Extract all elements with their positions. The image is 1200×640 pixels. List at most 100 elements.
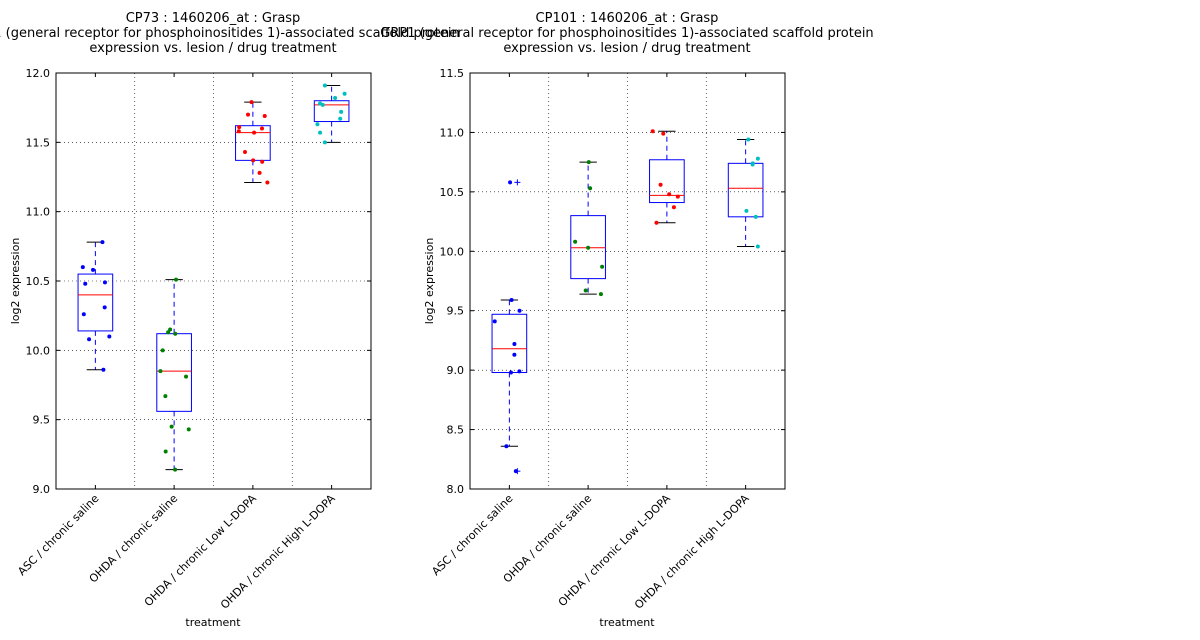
data-point — [755, 156, 760, 161]
data-point — [753, 214, 758, 219]
data-point — [504, 444, 509, 449]
data-point — [588, 186, 593, 191]
data-point — [667, 192, 672, 197]
data-point — [512, 352, 517, 357]
data-point — [675, 194, 680, 199]
data-point — [163, 449, 168, 454]
data-point — [81, 312, 86, 317]
data-point — [750, 162, 755, 167]
y-tick-label: 10.5 — [440, 186, 465, 199]
data-point — [102, 280, 107, 285]
data-point — [186, 427, 191, 432]
y-axis-label: log2 expression — [9, 238, 22, 325]
data-point — [169, 424, 174, 429]
data-point — [315, 122, 320, 127]
data-point — [744, 208, 749, 213]
data-point — [91, 267, 96, 272]
data-point — [265, 180, 270, 185]
y-tick-label: 8.0 — [447, 483, 465, 496]
y-tick-label: 9.0 — [447, 364, 465, 377]
data-point — [242, 150, 247, 155]
box-iqr — [77, 273, 114, 332]
y-tick-label: 11.5 — [26, 136, 51, 149]
data-point — [600, 264, 605, 269]
data-point — [333, 95, 338, 100]
y-tick-label: 10.0 — [440, 245, 465, 258]
data-point — [260, 159, 265, 164]
data-point — [755, 244, 760, 249]
x-axis-label: treatment — [185, 616, 241, 629]
x-axis-label: treatment — [599, 616, 655, 629]
data-point — [173, 467, 178, 472]
data-point — [517, 369, 522, 374]
box-iqr — [727, 162, 764, 218]
data-point — [508, 180, 513, 185]
y-tick-label: 9.5 — [33, 414, 51, 427]
data-point — [320, 102, 325, 107]
data-point — [318, 130, 323, 135]
chart-title-line-3: expression vs. lesion / drug treatment — [503, 41, 750, 56]
data-point — [246, 112, 251, 117]
data-point — [107, 334, 112, 339]
data-point — [184, 374, 189, 379]
data-point — [513, 469, 518, 474]
data-point — [512, 341, 517, 346]
data-point — [509, 298, 514, 303]
data-point — [174, 277, 179, 282]
data-point — [586, 245, 591, 250]
y-tick-label: 10.0 — [26, 344, 51, 357]
y-tick-label: 9.5 — [447, 305, 465, 318]
data-point — [492, 319, 497, 324]
box-iqr — [313, 100, 350, 123]
data-point — [650, 129, 655, 134]
y-axis-label: log2 expression — [423, 238, 436, 325]
data-point — [102, 305, 107, 310]
data-point — [83, 281, 88, 286]
data-point — [237, 125, 242, 130]
data-point — [163, 394, 168, 399]
data-point — [252, 130, 257, 135]
data-point — [322, 83, 327, 88]
data-point — [262, 113, 267, 118]
y-tick-label: 8.5 — [447, 424, 465, 437]
data-point — [517, 308, 522, 313]
y-tick-label: 11.5 — [440, 67, 465, 80]
data-point — [661, 131, 666, 136]
data-point — [586, 160, 591, 165]
data-point — [166, 330, 171, 335]
data-point — [508, 370, 513, 375]
data-point — [100, 240, 105, 245]
data-point — [339, 109, 344, 114]
chart-title-line-3: expression vs. lesion / drug treatment — [89, 41, 336, 56]
data-point — [173, 331, 178, 336]
data-point — [598, 292, 603, 297]
data-point — [80, 265, 85, 270]
chart-title-line-2: GRP1 (general receptor for phosphoinosit… — [380, 26, 873, 41]
box-iqr — [570, 215, 606, 280]
box-iqr — [649, 159, 685, 204]
data-point — [168, 327, 173, 332]
y-tick-label: 9.0 — [33, 483, 51, 496]
data-point — [322, 140, 327, 145]
data-point — [249, 100, 254, 105]
data-point — [257, 170, 262, 175]
plot-frame — [469, 72, 786, 490]
y-tick-label: 11.0 — [440, 126, 465, 139]
chart-title-line-1: CP101 : 1460206_at : Grasp — [536, 11, 719, 26]
data-point — [236, 129, 241, 134]
data-point — [658, 182, 663, 187]
data-point — [342, 91, 347, 96]
data-point — [583, 288, 588, 293]
data-point — [746, 137, 751, 142]
data-point — [671, 205, 676, 210]
data-point — [654, 220, 659, 225]
data-point — [101, 367, 106, 372]
data-point — [160, 348, 165, 353]
data-point — [260, 126, 265, 131]
y-tick-label: 11.0 — [26, 206, 51, 219]
data-point — [87, 337, 92, 342]
data-point — [251, 158, 256, 163]
data-point — [158, 369, 163, 374]
